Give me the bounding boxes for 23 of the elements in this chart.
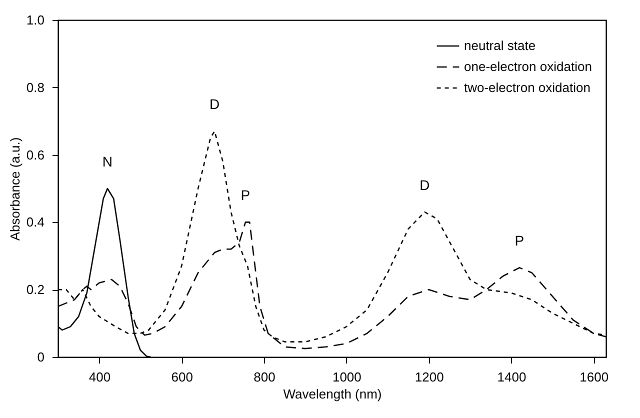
annotation: P xyxy=(514,232,524,249)
annotation: D xyxy=(420,177,430,194)
x-tick-label: 400 xyxy=(88,370,111,384)
legend-label: two-electron oxidation xyxy=(464,80,590,95)
y-tick-label: 0.8 xyxy=(26,80,44,95)
x-tick-label: 1200 xyxy=(414,370,444,384)
y-tick-label: 0.6 xyxy=(26,147,44,162)
annotation: N xyxy=(102,154,113,170)
x-tick-label: 1000 xyxy=(332,370,362,384)
y-tick-label: 0.2 xyxy=(26,282,44,298)
x-tick-label: 800 xyxy=(254,370,276,384)
annotation: D xyxy=(210,96,220,112)
annotation: P xyxy=(240,187,250,204)
x-tick-label: 600 xyxy=(171,370,193,384)
y-tick-label: 1.0 xyxy=(26,12,44,28)
legend-label: neutral state xyxy=(464,38,536,53)
y-axis-title: Absorbance (a.u.) xyxy=(7,137,22,241)
x-tick-label: 1400 xyxy=(497,370,526,384)
legend-label: one-electron oxidation xyxy=(464,59,592,74)
y-tick-label: 0.4 xyxy=(26,214,44,230)
x-axis-title: Wavelength (nm) xyxy=(283,386,382,402)
x-tick-label: 1600 xyxy=(580,370,609,384)
y-tick-label: 0 xyxy=(37,350,44,364)
